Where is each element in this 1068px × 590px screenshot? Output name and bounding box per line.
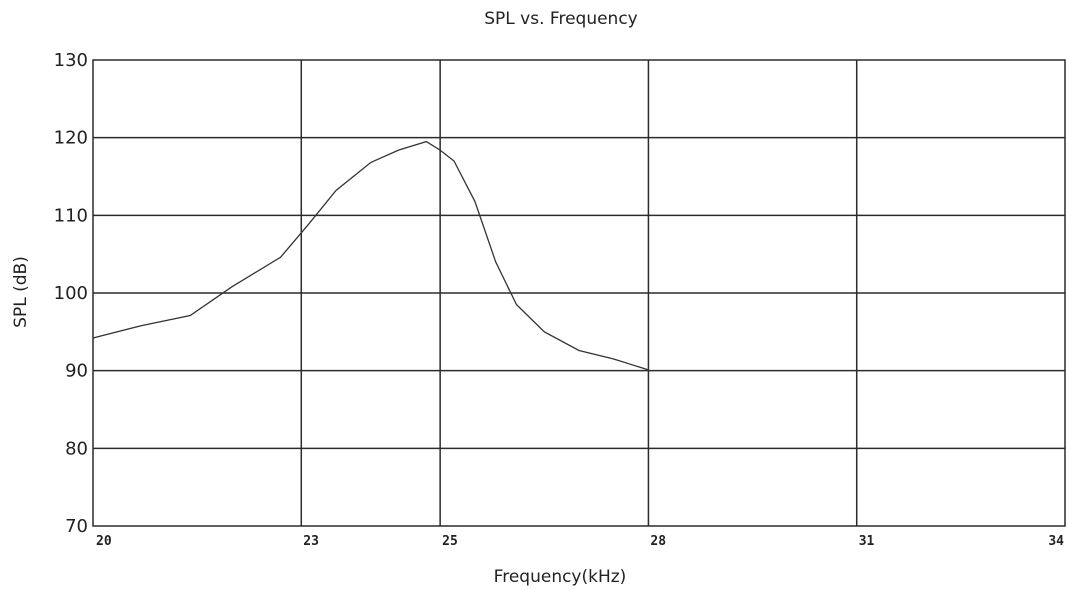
y-axis-label: SPL (dB): [11, 256, 31, 328]
grid-layer: [93, 60, 1065, 526]
x-tick-label: 31: [859, 534, 875, 549]
spl-curve: [92, 140, 649, 371]
x-tick-label: 25: [442, 534, 458, 549]
y-tick-label: 120: [54, 128, 88, 149]
x-tick-label: 28: [650, 534, 666, 549]
x-tick-label: 20: [96, 534, 112, 549]
x-axis-label: Frequency(kHz): [494, 567, 627, 587]
y-tick-labels: 70 80 90 100 110 120 130: [54, 50, 88, 537]
x-tick-label: 34: [1048, 534, 1064, 549]
y-tick-label: 110: [54, 205, 88, 226]
y-tick-label: 90: [65, 361, 88, 382]
y-tick-label: 80: [65, 438, 88, 459]
plot-frame: [92, 59, 1066, 527]
x-tick-label: 23: [303, 534, 319, 549]
y-tick-label: 70: [65, 516, 88, 537]
x-tick-labels: 20 23 25 28 31 34: [96, 534, 1064, 549]
y-tick-label: 100: [54, 283, 88, 304]
y-tick-label: 130: [54, 50, 88, 71]
chart-title: SPL vs. Frequency: [484, 9, 637, 29]
